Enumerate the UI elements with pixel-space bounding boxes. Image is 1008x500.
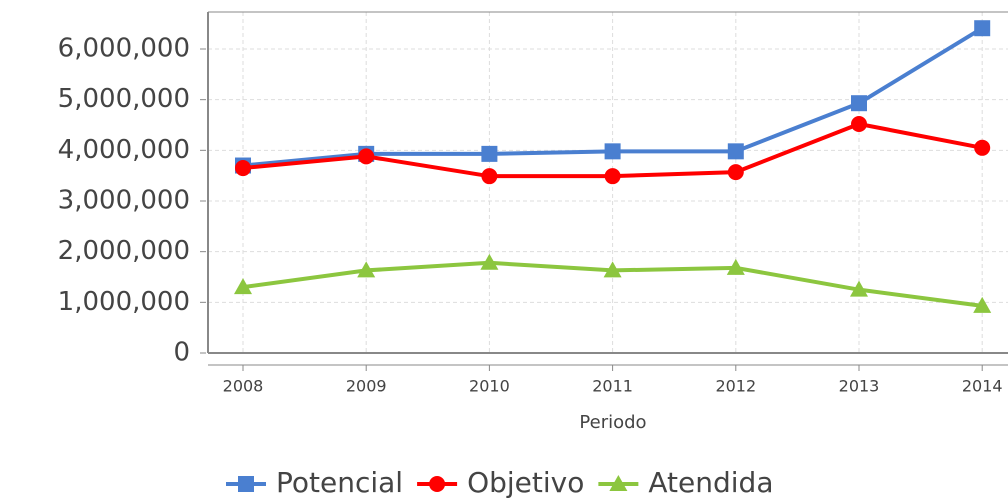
- data-point: [604, 143, 621, 160]
- x-tick-label: 2013: [839, 377, 880, 396]
- data-point: [481, 145, 498, 162]
- legend-marker: [429, 476, 446, 492]
- data-point: [851, 95, 867, 112]
- x-tick-label: 2012: [715, 377, 756, 396]
- data-point: [973, 296, 992, 313]
- legend: Potencial Objetivo Atendida: [226, 466, 773, 499]
- y-tick-label: 0: [173, 338, 190, 368]
- data-point: [727, 164, 744, 181]
- data-point: [603, 261, 622, 278]
- y-tick-label: 4,000,000: [58, 135, 190, 165]
- data-point: [358, 148, 375, 165]
- data-point: [974, 20, 991, 37]
- legend-label: Objetivo: [467, 466, 584, 499]
- y-tick-label: 2,000,000: [58, 236, 190, 266]
- x-tick-label: 2010: [469, 377, 510, 396]
- y-tick-label: 1,000,000: [58, 287, 190, 317]
- data-point: [974, 139, 991, 156]
- data-point: [480, 253, 499, 270]
- x-axis-label: Periodo: [579, 412, 646, 433]
- x-tick-label: 2009: [346, 377, 387, 396]
- data-point: [850, 280, 868, 297]
- y-tick-label: 6,000,000: [58, 33, 190, 63]
- data-point: [234, 278, 252, 295]
- x-tick-label: 2008: [223, 377, 264, 396]
- data-point: [727, 143, 744, 160]
- x-tick-label: 2011: [592, 377, 633, 396]
- data-point: [726, 258, 745, 275]
- legend-label: Atendida: [648, 466, 773, 499]
- data-point: [357, 261, 376, 278]
- y-tick-label: 5,000,000: [58, 84, 190, 114]
- data-point: [481, 168, 498, 185]
- legend-marker: [238, 476, 254, 492]
- data-point: [235, 160, 251, 177]
- legend-marker: [609, 475, 628, 491]
- data-point: [851, 115, 867, 132]
- y-tick-label: 3,000,000: [58, 185, 190, 215]
- x-tick-label: 2014: [962, 377, 1003, 396]
- data-point: [604, 168, 621, 185]
- legend-label: Potencial: [276, 466, 403, 499]
